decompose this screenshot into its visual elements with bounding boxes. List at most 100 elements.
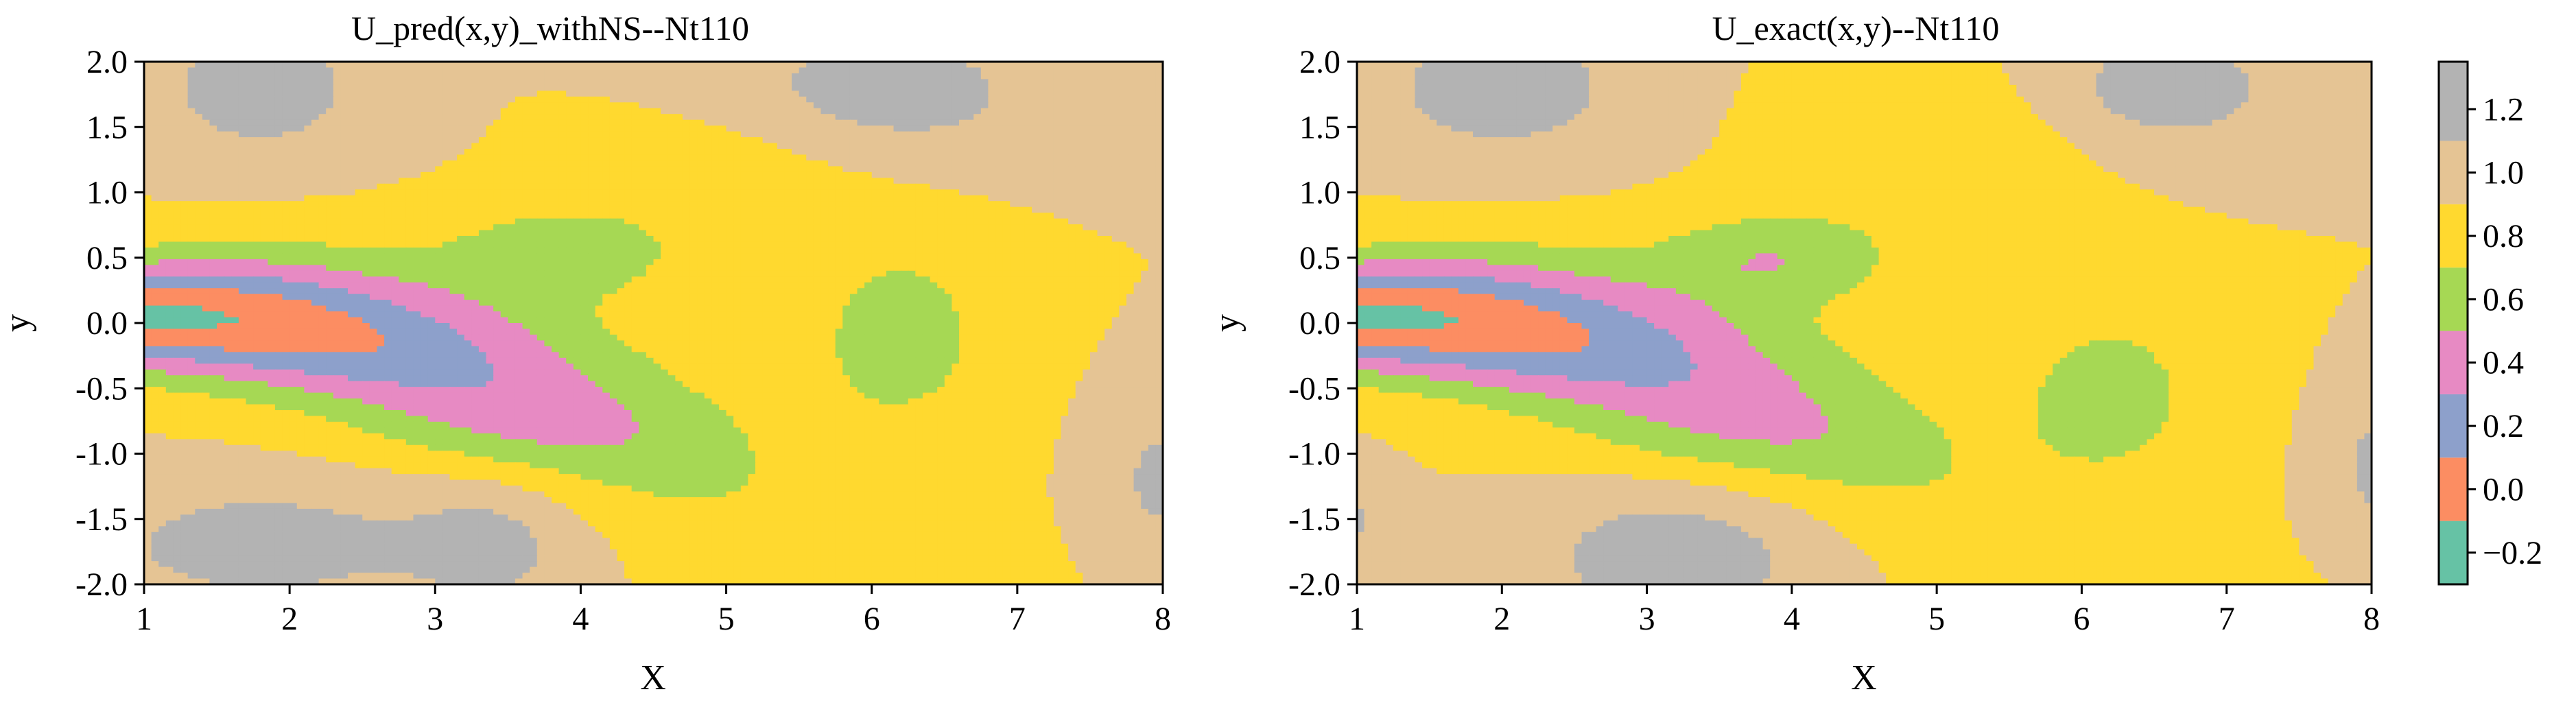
- contour-cell: [836, 219, 843, 225]
- contour-cell: [806, 114, 814, 120]
- contour-cell: [1054, 97, 1061, 103]
- contour-cell: [1054, 189, 1061, 195]
- contour-cell: [580, 201, 588, 207]
- contour-cell: [937, 154, 945, 160]
- contour-cell: [253, 189, 261, 195]
- contour-cell: [683, 97, 690, 103]
- contour-cell: [406, 73, 414, 80]
- contour-cell: [1032, 236, 1039, 242]
- contour-cell: [152, 201, 159, 207]
- contour-cell: [370, 248, 377, 254]
- contour-cell: [973, 120, 981, 126]
- contour-cell: [1126, 114, 1134, 120]
- contour-cell: [661, 230, 668, 237]
- contour-cell: [741, 189, 748, 195]
- contour-cell: [820, 178, 828, 184]
- contour-cell: [355, 160, 363, 167]
- contour-cell: [261, 207, 268, 213]
- contour-cell: [326, 224, 333, 230]
- contour-cell: [362, 195, 370, 202]
- contour-cell: [253, 85, 261, 91]
- contour-cell: [828, 97, 836, 103]
- contour-cell: [886, 195, 894, 202]
- contour-cell: [406, 108, 414, 115]
- contour-cell: [399, 91, 406, 97]
- contour-cell: [515, 126, 523, 132]
- contour-cell: [1148, 149, 1156, 155]
- contour-cell: [864, 207, 872, 213]
- contour-cell: [552, 195, 559, 202]
- contour-cell: [209, 137, 217, 143]
- contour-cell: [283, 154, 290, 160]
- contour-cell: [464, 137, 472, 143]
- contour-cell: [523, 126, 530, 132]
- contour-cell: [253, 67, 261, 73]
- contour-cell: [304, 201, 311, 207]
- contour-cell: [748, 102, 755, 108]
- contour-cell: [639, 79, 646, 85]
- contour-cell: [850, 114, 858, 120]
- contour-cell: [362, 184, 370, 190]
- contour-cell: [1061, 201, 1069, 207]
- contour-cell: [399, 97, 406, 103]
- contour-cell: [442, 160, 450, 167]
- contour-cell: [421, 236, 428, 242]
- contour-cell: [820, 241, 828, 248]
- contour-cell: [261, 120, 268, 126]
- contour-cell: [1061, 132, 1069, 138]
- contour-cell: [166, 132, 174, 138]
- contour-cell: [399, 195, 406, 202]
- contour-cell: [697, 154, 705, 160]
- contour-cell: [1024, 143, 1032, 150]
- contour-cell: [442, 120, 450, 126]
- contour-cell: [552, 85, 559, 91]
- contour-cell: [180, 137, 188, 143]
- contour-cell: [144, 201, 152, 207]
- contour-cell: [879, 85, 886, 91]
- contour-cell: [741, 67, 748, 73]
- contour-cell: [1010, 67, 1017, 73]
- contour-cell: [901, 91, 908, 97]
- contour-cell: [261, 184, 268, 190]
- contour-cell: [268, 85, 275, 91]
- contour-cell: [705, 160, 712, 167]
- contour-cell: [697, 201, 705, 207]
- contour-cell: [748, 149, 755, 155]
- contour-cell: [639, 154, 646, 160]
- contour-cell: [836, 97, 843, 103]
- contour-cell: [872, 143, 879, 150]
- contour-cell: [486, 236, 494, 242]
- contour-cell: [886, 67, 894, 73]
- contour-cell: [574, 67, 581, 73]
- contour-cell: [981, 67, 989, 73]
- contour-cell: [464, 67, 472, 73]
- contour-cell: [442, 79, 450, 85]
- contour-cell: [923, 114, 930, 120]
- contour-cell: [1068, 213, 1076, 219]
- contour-cell: [559, 114, 567, 120]
- contour-cell: [886, 132, 894, 138]
- contour-cell: [464, 201, 472, 207]
- contour-cell: [311, 201, 319, 207]
- contour-cell: [370, 219, 377, 225]
- contour-cell: [421, 79, 428, 85]
- contour-cell: [668, 172, 676, 178]
- contour-cell: [537, 230, 545, 237]
- contour-cell: [362, 178, 370, 184]
- contour-cell: [399, 143, 406, 150]
- contour-cell: [515, 189, 523, 195]
- contour-cell: [217, 248, 224, 254]
- contour-cell: [304, 132, 311, 138]
- contour-cell: [806, 213, 814, 219]
- contour-cell: [231, 178, 239, 184]
- contour-cell: [784, 120, 792, 126]
- contour-cell: [690, 132, 698, 138]
- contour-cell: [246, 132, 254, 138]
- contour-cell: [289, 207, 297, 213]
- contour-cell: [814, 178, 821, 184]
- contour-cell: [144, 172, 152, 178]
- contour-cell: [392, 184, 399, 190]
- contour-cell: [1017, 137, 1025, 143]
- contour-cell: [820, 230, 828, 237]
- contour-cell: [763, 108, 770, 115]
